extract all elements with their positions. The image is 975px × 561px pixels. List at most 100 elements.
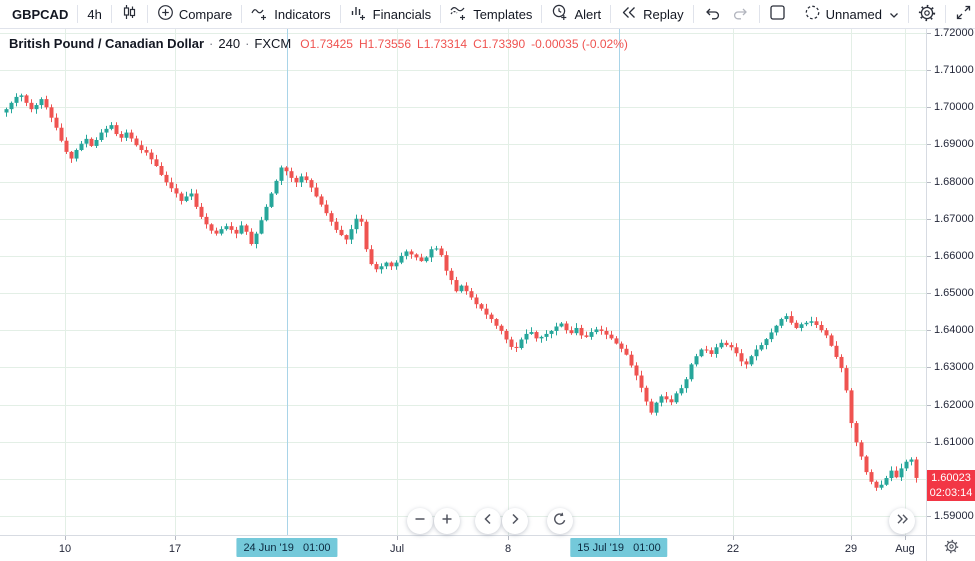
layout-icon xyxy=(769,4,786,24)
waves-plus-icon xyxy=(450,4,468,24)
scroll-left-button[interactable] xyxy=(475,508,501,534)
chevron-left-icon xyxy=(483,512,493,530)
legend-separator: · xyxy=(209,36,214,51)
templates-label: Templates xyxy=(473,6,533,22)
x-axis-label: 29 xyxy=(844,543,858,555)
legend-low: L1.73314 xyxy=(417,37,468,51)
divider xyxy=(146,5,148,23)
divider xyxy=(945,5,947,23)
indicators-button[interactable]: Indicators xyxy=(242,0,339,28)
legend-interval: 240 xyxy=(218,36,241,51)
layout-select-button[interactable] xyxy=(760,0,795,28)
y-axis-label: 1.67000 xyxy=(927,212,974,225)
y-axis-label: 1.65000 xyxy=(927,287,974,300)
minus-icon xyxy=(414,512,426,530)
legend-change: -0.00035 (-0.02%) xyxy=(531,37,628,51)
settings-button[interactable] xyxy=(909,0,945,28)
axis-settings-button[interactable] xyxy=(926,535,975,561)
y-axis-label: 1.62000 xyxy=(927,398,974,411)
chart-area: British Pound / Canadian Dollar · 240 · … xyxy=(0,27,975,561)
x-axis-label: Aug xyxy=(895,543,915,555)
undo-icon xyxy=(703,5,721,24)
x-axis-tick xyxy=(508,536,509,540)
replay-label: Replay xyxy=(643,6,684,22)
x-axis-tick xyxy=(733,536,734,540)
divider xyxy=(77,5,79,23)
y-axis-label: 1.70000 xyxy=(927,101,974,114)
divider xyxy=(110,5,112,23)
divider xyxy=(440,5,442,23)
legend-exchange: FXCM xyxy=(254,36,292,51)
y-axis-label: 1.72000 xyxy=(927,27,974,39)
chevron-right-icon xyxy=(510,512,520,530)
x-axis-session-label: 15 Jul '19 01:00 xyxy=(570,538,668,557)
double-chevron-right-icon xyxy=(896,512,909,530)
divider xyxy=(541,5,543,23)
replay-button[interactable]: Replay xyxy=(611,0,692,28)
reset-icon xyxy=(553,512,567,531)
redo-button[interactable] xyxy=(730,0,759,28)
alert-button[interactable]: Alert xyxy=(542,0,610,28)
reset-chart-button[interactable] xyxy=(547,508,573,534)
y-axis-label: 1.61000 xyxy=(927,435,974,448)
time-axis[interactable]: 10 17 Jul 8 22 29 Aug 24 Jun '19 01:00 15 Jul '1… xyxy=(0,535,926,561)
legend-separator: · xyxy=(245,36,250,51)
legend-close: C1.73390 xyxy=(473,37,526,51)
financials-label: Financials xyxy=(372,6,432,22)
x-axis-tick xyxy=(175,536,176,540)
y-axis-label: 1.59000 xyxy=(927,509,974,522)
interval-label: 4h xyxy=(87,6,102,22)
undo-button[interactable] xyxy=(694,0,730,28)
x-axis-tick xyxy=(905,536,906,540)
legend-high: H1.73556 xyxy=(358,37,412,51)
y-axis-label: 1.66000 xyxy=(927,249,974,262)
dashed-circle-icon xyxy=(804,4,821,24)
top-toolbar: GBPCAD 4h Compare Indicators xyxy=(0,0,975,29)
y-axis-label: 1.63000 xyxy=(927,361,974,374)
indicators-label: Indicators xyxy=(274,6,331,22)
candlestick-chart[interactable] xyxy=(0,29,926,535)
chevron-down-icon xyxy=(889,7,899,22)
chart-style-button[interactable] xyxy=(112,0,147,28)
rewind-icon xyxy=(620,4,638,24)
y-axis-label: 1.69000 xyxy=(927,138,974,151)
x-axis-tick xyxy=(65,536,66,540)
x-axis-label: Jul xyxy=(389,543,405,555)
x-axis-label: 22 xyxy=(726,543,740,555)
symbol-button[interactable]: GBPCAD xyxy=(0,0,77,28)
zoom-out-button[interactable] xyxy=(407,508,433,534)
price-axis[interactable]: 1.60023 02:03:14 1.72000 1.71000 1.70000 1.… xyxy=(926,27,975,535)
x-axis-label: 17 xyxy=(168,543,182,555)
divider xyxy=(241,5,243,23)
compare-label: Compare xyxy=(178,6,233,22)
chart-legend: British Pound / Canadian Dollar · 240 · … xyxy=(9,36,628,51)
scroll-right-button[interactable] xyxy=(502,508,528,534)
indicator-line-plus-icon xyxy=(251,4,269,24)
y-axis-label: 1.68000 xyxy=(927,175,974,188)
alert-label: Alert xyxy=(574,6,602,22)
fullscreen-icon xyxy=(955,4,972,24)
y-axis-label: 1.64000 xyxy=(927,324,974,337)
saved-layout-button[interactable]: Unnamed xyxy=(795,0,908,28)
x-axis-session-label: 24 Jun '19 01:00 xyxy=(236,538,338,557)
templates-button[interactable]: Templates xyxy=(441,0,541,28)
plus-circle-icon xyxy=(157,4,174,24)
interval-button[interactable]: 4h xyxy=(78,0,110,28)
divider xyxy=(610,5,612,23)
gear-icon xyxy=(944,539,959,559)
zoom-in-button[interactable] xyxy=(434,508,460,534)
compare-button[interactable]: Compare xyxy=(148,0,241,28)
candlestick-chart-icon xyxy=(121,4,138,24)
divider xyxy=(692,5,694,23)
divider xyxy=(339,5,341,23)
financials-button[interactable]: Financials xyxy=(341,0,441,28)
divider xyxy=(908,5,910,23)
x-axis-label: 10 xyxy=(58,543,72,555)
toolbar-right-group: Unnamed xyxy=(758,0,975,28)
scroll-to-realtime-button[interactable] xyxy=(889,508,915,534)
fullscreen-button[interactable] xyxy=(946,0,975,28)
x-axis-label: 8 xyxy=(504,543,512,555)
gear-icon xyxy=(918,4,936,25)
plus-icon xyxy=(441,512,453,530)
x-axis-tick xyxy=(397,536,398,540)
